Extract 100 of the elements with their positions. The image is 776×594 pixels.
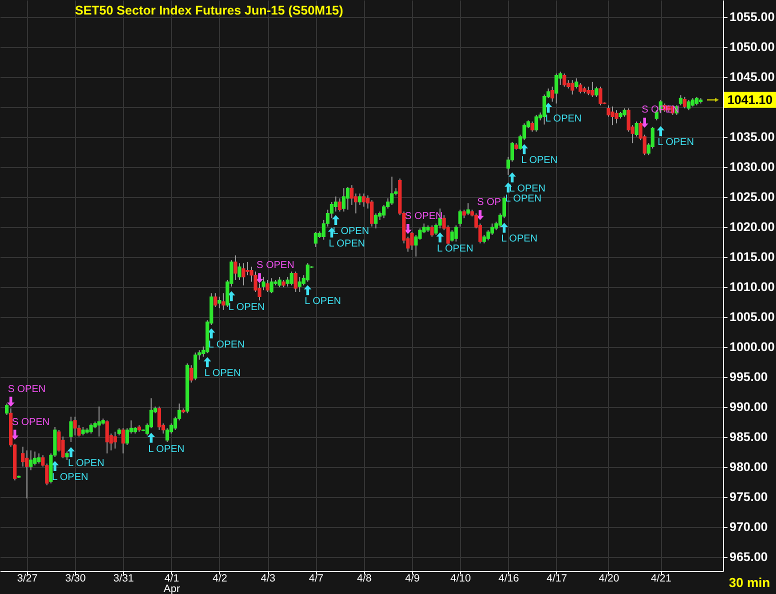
candlestick xyxy=(298,276,302,292)
candlestick xyxy=(550,86,554,102)
point xyxy=(147,432,155,443)
candlestick xyxy=(33,451,37,466)
candlestick xyxy=(686,99,691,111)
candlestick xyxy=(121,428,125,454)
candlestick xyxy=(374,212,378,229)
y-tick-label: 1050.00 xyxy=(730,40,775,54)
x-tick-label: 4/8 xyxy=(357,572,372,584)
y-tick-label: 995.00 xyxy=(730,370,768,384)
candlestick xyxy=(69,416,73,442)
candlestick xyxy=(650,126,654,150)
x-tick-label: 4/21 xyxy=(650,572,672,584)
candlestick xyxy=(97,406,101,438)
candlestick xyxy=(29,450,33,471)
x-tick-label: 4/17 xyxy=(546,572,568,584)
candlestick xyxy=(682,96,687,109)
x-tick-label: 4/1 Apr xyxy=(164,572,180,594)
candlestick xyxy=(594,86,598,98)
point xyxy=(656,126,664,136)
candlestick xyxy=(454,224,458,242)
y-tick-label: 1025.00 xyxy=(730,190,775,204)
candlestick xyxy=(266,279,270,292)
y-tick-label: 1000.00 xyxy=(730,340,775,354)
y-tick-label: 990.00 xyxy=(730,400,768,414)
point xyxy=(500,222,508,233)
candlestick xyxy=(190,364,194,384)
candlestick xyxy=(610,106,614,126)
point xyxy=(208,328,216,338)
x-tick-label: 4/3 xyxy=(260,572,276,584)
candlestick xyxy=(578,82,582,94)
candlestick xyxy=(105,420,109,454)
candlestick xyxy=(286,276,290,288)
candlestick xyxy=(25,450,29,499)
point xyxy=(304,285,312,296)
y-tick-label: 1035.00 xyxy=(730,130,775,144)
candlestick xyxy=(246,261,250,276)
y-tick-label: 1045.00 xyxy=(730,70,775,84)
candlestick xyxy=(542,94,546,126)
candlestick xyxy=(234,254,238,280)
candlestick xyxy=(362,193,366,208)
y-tick-label: 965.00 xyxy=(730,550,768,564)
candlestick xyxy=(390,176,394,206)
candlestick xyxy=(290,271,294,286)
data-label: S OPEN xyxy=(12,416,50,428)
candlestick xyxy=(278,276,282,288)
candlestick xyxy=(218,296,222,309)
candlestick xyxy=(350,184,354,206)
y-tick-label: 1005.00 xyxy=(730,310,775,324)
candlestick xyxy=(89,422,93,434)
candlestick xyxy=(490,223,494,236)
data-label: L OPEN xyxy=(208,339,245,350)
data-label: S OPEN xyxy=(256,260,294,272)
candlestick xyxy=(590,81,594,98)
candlestick xyxy=(113,431,117,450)
candlestick xyxy=(570,80,574,96)
data-label: L OPEN xyxy=(521,155,558,166)
x-tick-label: 3/30 xyxy=(65,572,86,584)
candlestick xyxy=(5,403,9,416)
candlestick xyxy=(450,230,454,242)
point xyxy=(332,214,340,225)
candlestick xyxy=(382,204,386,219)
candlestick xyxy=(614,110,618,124)
data-label: S OPEN xyxy=(8,384,46,395)
point xyxy=(204,357,212,368)
candlestick xyxy=(678,94,682,106)
data-label: L OPEN xyxy=(204,368,241,380)
data-label: S OP xyxy=(477,197,502,208)
y-tick-label: 1015.00 xyxy=(730,250,775,264)
y-tick-label: 1030.00 xyxy=(730,160,775,174)
x-tick-label: 4/7 xyxy=(308,572,324,584)
y-tick-label: 985.00 xyxy=(730,430,768,444)
data-label: L OPEN xyxy=(328,238,366,250)
candlestick xyxy=(157,406,162,430)
point xyxy=(520,144,528,154)
x-tick-label: 4/10 xyxy=(450,572,471,584)
candlestick xyxy=(314,231,318,248)
candlestick xyxy=(530,121,534,132)
data-label: L OPEN xyxy=(52,472,88,483)
candlestick xyxy=(270,278,274,294)
data-label: L OPEN xyxy=(228,302,265,314)
data-label: L OPEN xyxy=(545,114,582,125)
point xyxy=(51,460,59,471)
point xyxy=(228,291,236,302)
point xyxy=(436,232,444,242)
x-tick-label: 3/31 xyxy=(113,572,134,584)
candlestick xyxy=(306,262,310,282)
candlestick xyxy=(222,292,226,310)
candlestick xyxy=(458,209,462,228)
candlestick xyxy=(21,446,25,468)
candlestick xyxy=(37,452,41,464)
data-label: L OPEN xyxy=(304,296,341,308)
data-label: L OPEN xyxy=(505,194,542,205)
data-label: L OPEN xyxy=(658,137,694,148)
point xyxy=(640,118,648,128)
point xyxy=(67,447,75,458)
candlestick xyxy=(598,86,602,106)
x-tick-label: 4/2 xyxy=(212,572,228,584)
candlestick xyxy=(534,114,538,132)
candlestick xyxy=(370,200,374,228)
